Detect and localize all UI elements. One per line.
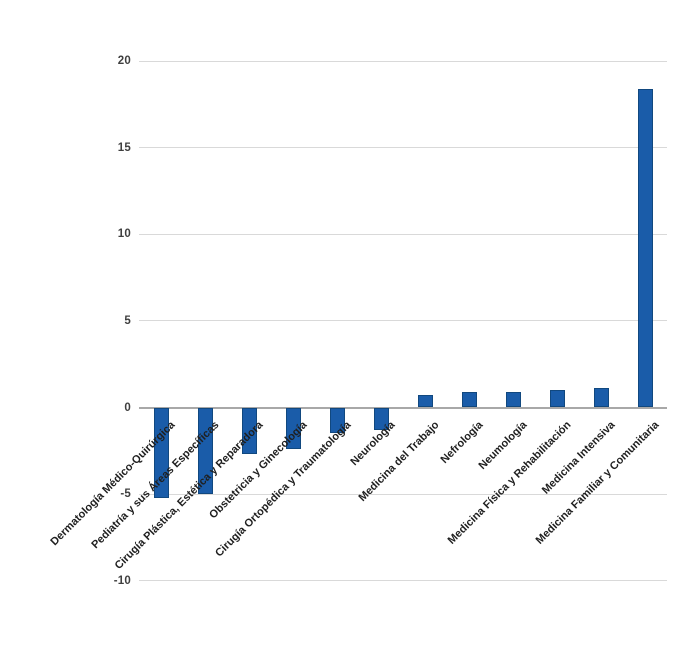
bar (330, 407, 345, 434)
x-category-label: Medicina Intensiva (539, 419, 617, 497)
x-category-label: Medicina Física y Rehabilitación (445, 419, 573, 547)
x-category-label: Medicina Familiar y Comunitaria (533, 419, 661, 547)
bar (550, 390, 565, 408)
y-tick-label: -5 (120, 488, 131, 501)
bar (594, 388, 609, 408)
x-category-label: Neumología (475, 419, 529, 472)
gridline (139, 580, 667, 582)
gridline (139, 60, 667, 62)
bar (638, 88, 653, 408)
zero-axis-line (139, 406, 667, 409)
bar (154, 407, 169, 498)
bar (462, 391, 477, 408)
bar (418, 395, 433, 408)
gridline (139, 147, 667, 149)
y-tick-label: -10 (113, 574, 131, 587)
bar (242, 407, 257, 455)
gridline (139, 493, 667, 495)
x-category-label: Pediatría y sus Áreas Específicas (88, 419, 221, 552)
y-tick-label: 5 (124, 314, 131, 327)
y-tick-label: 20 (117, 55, 131, 68)
x-category-label: Medicina del Trabajo (355, 419, 441, 504)
bar (286, 407, 301, 450)
x-category-label: Nefrología (438, 419, 485, 466)
x-category-label: Neurología (347, 419, 397, 469)
bar (506, 391, 521, 408)
y-tick-label: 10 (117, 228, 131, 241)
gridline (139, 320, 667, 322)
y-tick-label: 15 (117, 141, 131, 154)
y-tick-label: 0 (124, 401, 131, 414)
bar (374, 407, 389, 431)
gridline (139, 233, 667, 235)
bar (198, 407, 213, 495)
